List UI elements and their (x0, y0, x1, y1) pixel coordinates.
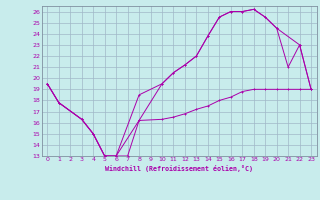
X-axis label: Windchill (Refroidissement éolien,°C): Windchill (Refroidissement éolien,°C) (105, 165, 253, 172)
